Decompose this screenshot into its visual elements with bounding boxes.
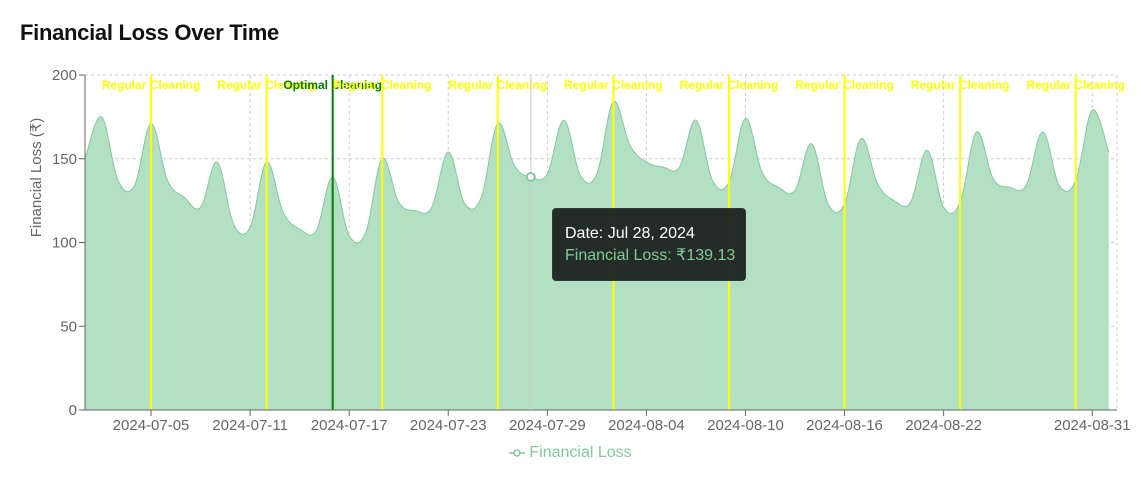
x-tick-label: 2024-08-10: [707, 417, 784, 434]
y-axis-title: Financial Loss (₹): [28, 118, 45, 238]
series-line: [85, 101, 1110, 244]
x-tick-label: 2024-07-17: [311, 417, 388, 434]
cleaning-label-regular: Regular Cleaning: [217, 78, 316, 92]
x-tick-label: 2024-07-11: [212, 417, 288, 434]
x-tick-label: 2024-08-04: [608, 417, 685, 434]
x-tick-label: 2024-08-16: [806, 417, 883, 434]
y-tick-label: 200: [52, 67, 77, 84]
hover-dot: [525, 171, 536, 182]
cleaning-label-regular: Regular Cleaning: [333, 78, 432, 92]
x-tick-label: 2024-08-22: [905, 417, 982, 434]
cleaning-label-regular: Regular Cleaning: [1026, 78, 1125, 92]
hover-layer: [525, 75, 536, 410]
axes: 0 50 100 150 200 2024-07-05 2024-07-11 2024-07-…: [28, 67, 1131, 434]
legend-line-icon: [509, 449, 526, 457]
legend-label: Financial Loss: [529, 444, 632, 461]
x-tick-label: 2024-07-05: [113, 417, 190, 434]
cleaning-label-regular: Regular Cleaning: [911, 78, 1010, 92]
chart-title: Financial Loss Over Time: [20, 20, 279, 45]
y-tick-label: 100: [52, 235, 77, 252]
x-tick-label: 2024-07-29: [509, 417, 586, 434]
cleaning-label-regular: Regular Cleaning: [680, 78, 779, 92]
cleaning-label-regular: Regular Cleaning: [564, 78, 663, 92]
y-tick-label: 50: [60, 318, 77, 335]
cleaning-label-regular: Regular Cleaning: [448, 78, 547, 92]
cleaning-label-optimal: Optimal Cleaning: [283, 78, 382, 92]
tooltip-value: Financial Loss: ₹139.13: [565, 247, 736, 264]
legend[interactable]: Financial Loss: [0, 444, 1141, 462]
cleaning-label-regular: Regular Cleaning: [795, 78, 894, 92]
y-tick-label: 0: [69, 402, 77, 419]
tooltip-date: Date: Jul 28, 2024: [565, 225, 695, 242]
tooltip: Date: Jul 28, 2024 Financial Loss: ₹139.…: [552, 208, 746, 281]
y-tick-label: 150: [52, 151, 77, 168]
cleaning-reference-lines: Regular Cleaning Regular CleaningOptimal …: [102, 75, 1125, 410]
x-tick-label: 2024-08-31: [1054, 417, 1131, 434]
cleaning-label-regular: Regular Cleaning: [102, 78, 201, 92]
x-tick-label: 2024-07-23: [410, 417, 487, 434]
